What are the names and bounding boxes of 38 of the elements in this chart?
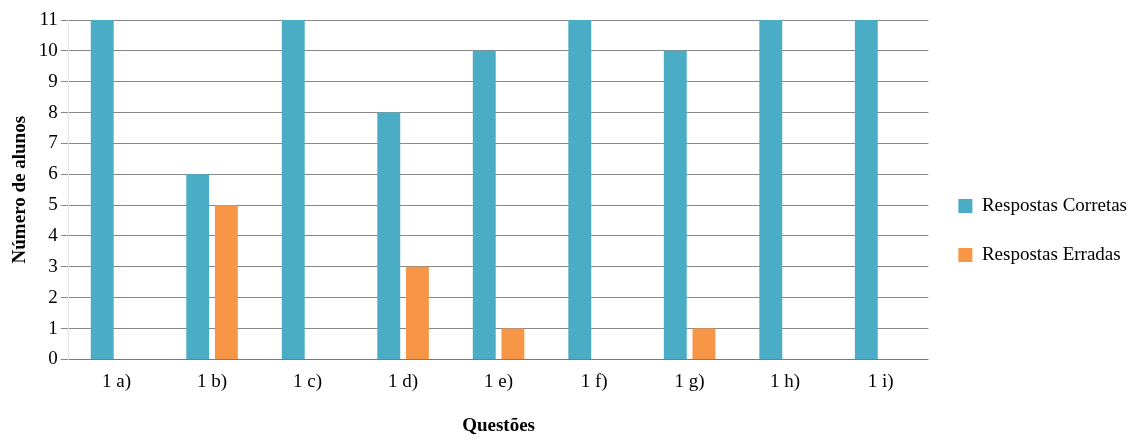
bar [759,20,783,359]
bar [568,20,592,359]
y-tick-label: 5 [48,193,58,215]
y-tick-label: 6 [48,162,58,184]
x-tick-label: 1 i) [867,369,894,392]
bar [90,20,114,359]
y-tick-label: 11 [39,7,58,29]
legend-label: Respostas Corretas [981,193,1128,215]
y-tick-label: 8 [48,100,58,122]
y-tick-label: 10 [38,38,58,60]
x-tick-label: 1 e) [484,369,514,392]
y-tick-label: 1 [48,316,58,338]
x-tick-label: 1 h) [770,369,801,392]
x-tick-label: 1 d) [388,369,419,392]
x-tick-label: 1 g) [674,369,705,392]
bar [405,266,429,359]
x-axis-title: Questões [462,413,536,435]
y-tick-label: 9 [48,69,58,91]
x-tick-label: 1 f) [580,369,608,392]
y-tick-label: 4 [48,223,59,245]
legend-label: Respostas Erradas [981,242,1121,264]
x-tick-label: 1 c) [293,369,323,392]
x-tick-label: 1 a) [102,369,132,392]
bar [186,174,210,359]
bar [663,50,687,359]
y-tick-label: 3 [48,254,58,276]
y-axis-title: Número de alunos [8,115,30,264]
bar [692,328,716,359]
bar [854,20,878,359]
y-tick-label: 2 [48,285,58,307]
bar [214,205,238,359]
bar [377,112,401,359]
bar [472,50,496,359]
bar [281,20,305,359]
y-tick-label: 7 [48,131,58,153]
y-tick-label: 0 [48,347,58,369]
x-tick-label: 1 b) [197,369,228,392]
bar [501,328,525,359]
